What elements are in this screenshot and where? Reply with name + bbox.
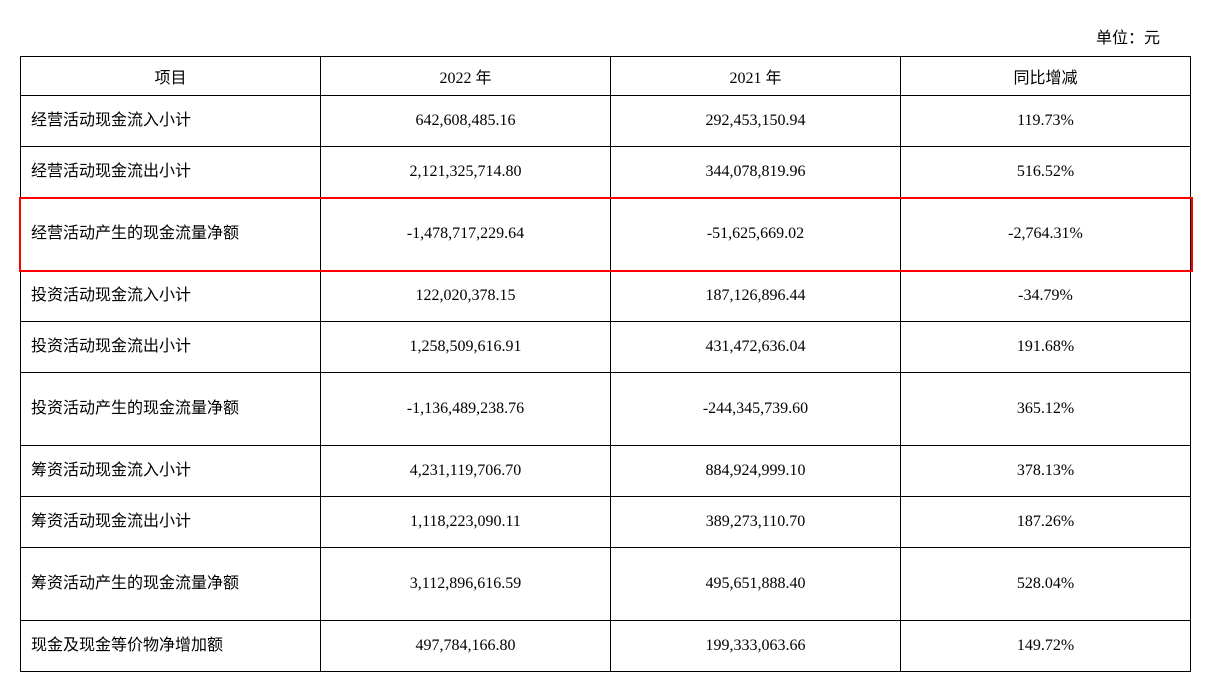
cell-2021: 495,651,888.40 bbox=[611, 548, 901, 621]
col-header-2022: 2022 年 bbox=[321, 57, 611, 96]
cell-2022: 4,231,119,706.70 bbox=[321, 446, 611, 497]
col-header-item: 项目 bbox=[21, 57, 321, 96]
cell-2021: 389,273,110.70 bbox=[611, 497, 901, 548]
cell-label: 现金及现金等价物净增加额 bbox=[21, 621, 321, 672]
table-container: 项目 2022 年 2021 年 同比增减 经营活动现金流入小计642,608,… bbox=[20, 56, 1190, 672]
cell-2022: 1,118,223,090.11 bbox=[321, 497, 611, 548]
col-header-change: 同比增减 bbox=[901, 57, 1191, 96]
cell-change: 191.68% bbox=[901, 322, 1191, 373]
table-row: 投资活动现金流出小计1,258,509,616.91431,472,636.04… bbox=[21, 322, 1191, 373]
cell-label: 投资活动现金流出小计 bbox=[21, 322, 321, 373]
col-header-2021: 2021 年 bbox=[611, 57, 901, 96]
cell-label: 经营活动产生的现金流量净额 bbox=[21, 198, 321, 271]
table-row: 筹资活动产生的现金流量净额3,112,896,616.59495,651,888… bbox=[21, 548, 1191, 621]
table-row: 现金及现金等价物净增加额497,784,166.80199,333,063.66… bbox=[21, 621, 1191, 672]
table-header-row: 项目 2022 年 2021 年 同比增减 bbox=[21, 57, 1191, 96]
cell-change: 149.72% bbox=[901, 621, 1191, 672]
cell-change: 528.04% bbox=[901, 548, 1191, 621]
cell-change: 187.26% bbox=[901, 497, 1191, 548]
cell-label: 投资活动产生的现金流量净额 bbox=[21, 373, 321, 446]
cell-2021: 431,472,636.04 bbox=[611, 322, 901, 373]
table-row: 投资活动产生的现金流量净额-1,136,489,238.76-244,345,7… bbox=[21, 373, 1191, 446]
cell-2021: 199,333,063.66 bbox=[611, 621, 901, 672]
table-row: 经营活动现金流入小计642,608,485.16292,453,150.9411… bbox=[21, 96, 1191, 147]
cell-change: 365.12% bbox=[901, 373, 1191, 446]
cell-2021: 884,924,999.10 bbox=[611, 446, 901, 497]
cashflow-table: 项目 2022 年 2021 年 同比增减 经营活动现金流入小计642,608,… bbox=[20, 56, 1191, 672]
cell-label: 筹资活动现金流入小计 bbox=[21, 446, 321, 497]
table-row: 经营活动产生的现金流量净额-1,478,717,229.64-51,625,66… bbox=[21, 198, 1191, 271]
cell-label: 经营活动现金流出小计 bbox=[21, 147, 321, 198]
table-row: 筹资活动现金流入小计4,231,119,706.70884,924,999.10… bbox=[21, 446, 1191, 497]
cell-label: 筹资活动产生的现金流量净额 bbox=[21, 548, 321, 621]
cell-2022: 122,020,378.15 bbox=[321, 271, 611, 322]
cell-2022: -1,478,717,229.64 bbox=[321, 198, 611, 271]
cell-2021: 187,126,896.44 bbox=[611, 271, 901, 322]
cell-2021: -244,345,739.60 bbox=[611, 373, 901, 446]
cell-2022: 2,121,325,714.80 bbox=[321, 147, 611, 198]
cell-label: 经营活动现金流入小计 bbox=[21, 96, 321, 147]
cell-label: 筹资活动现金流出小计 bbox=[21, 497, 321, 548]
cell-change: -34.79% bbox=[901, 271, 1191, 322]
cell-change: 119.73% bbox=[901, 96, 1191, 147]
cell-2022: -1,136,489,238.76 bbox=[321, 373, 611, 446]
unit-label: 单位：元 bbox=[20, 20, 1190, 56]
cell-change: 516.52% bbox=[901, 147, 1191, 198]
cell-2022: 497,784,166.80 bbox=[321, 621, 611, 672]
cell-2022: 642,608,485.16 bbox=[321, 96, 611, 147]
table-row: 经营活动现金流出小计2,121,325,714.80344,078,819.96… bbox=[21, 147, 1191, 198]
cell-2021: 344,078,819.96 bbox=[611, 147, 901, 198]
cell-2021: 292,453,150.94 bbox=[611, 96, 901, 147]
cell-2021: -51,625,669.02 bbox=[611, 198, 901, 271]
cell-2022: 3,112,896,616.59 bbox=[321, 548, 611, 621]
cell-change: 378.13% bbox=[901, 446, 1191, 497]
cell-2022: 1,258,509,616.91 bbox=[321, 322, 611, 373]
table-row: 筹资活动现金流出小计1,118,223,090.11389,273,110.70… bbox=[21, 497, 1191, 548]
table-row: 投资活动现金流入小计122,020,378.15187,126,896.44-3… bbox=[21, 271, 1191, 322]
cell-label: 投资活动现金流入小计 bbox=[21, 271, 321, 322]
cell-change: -2,764.31% bbox=[901, 198, 1191, 271]
